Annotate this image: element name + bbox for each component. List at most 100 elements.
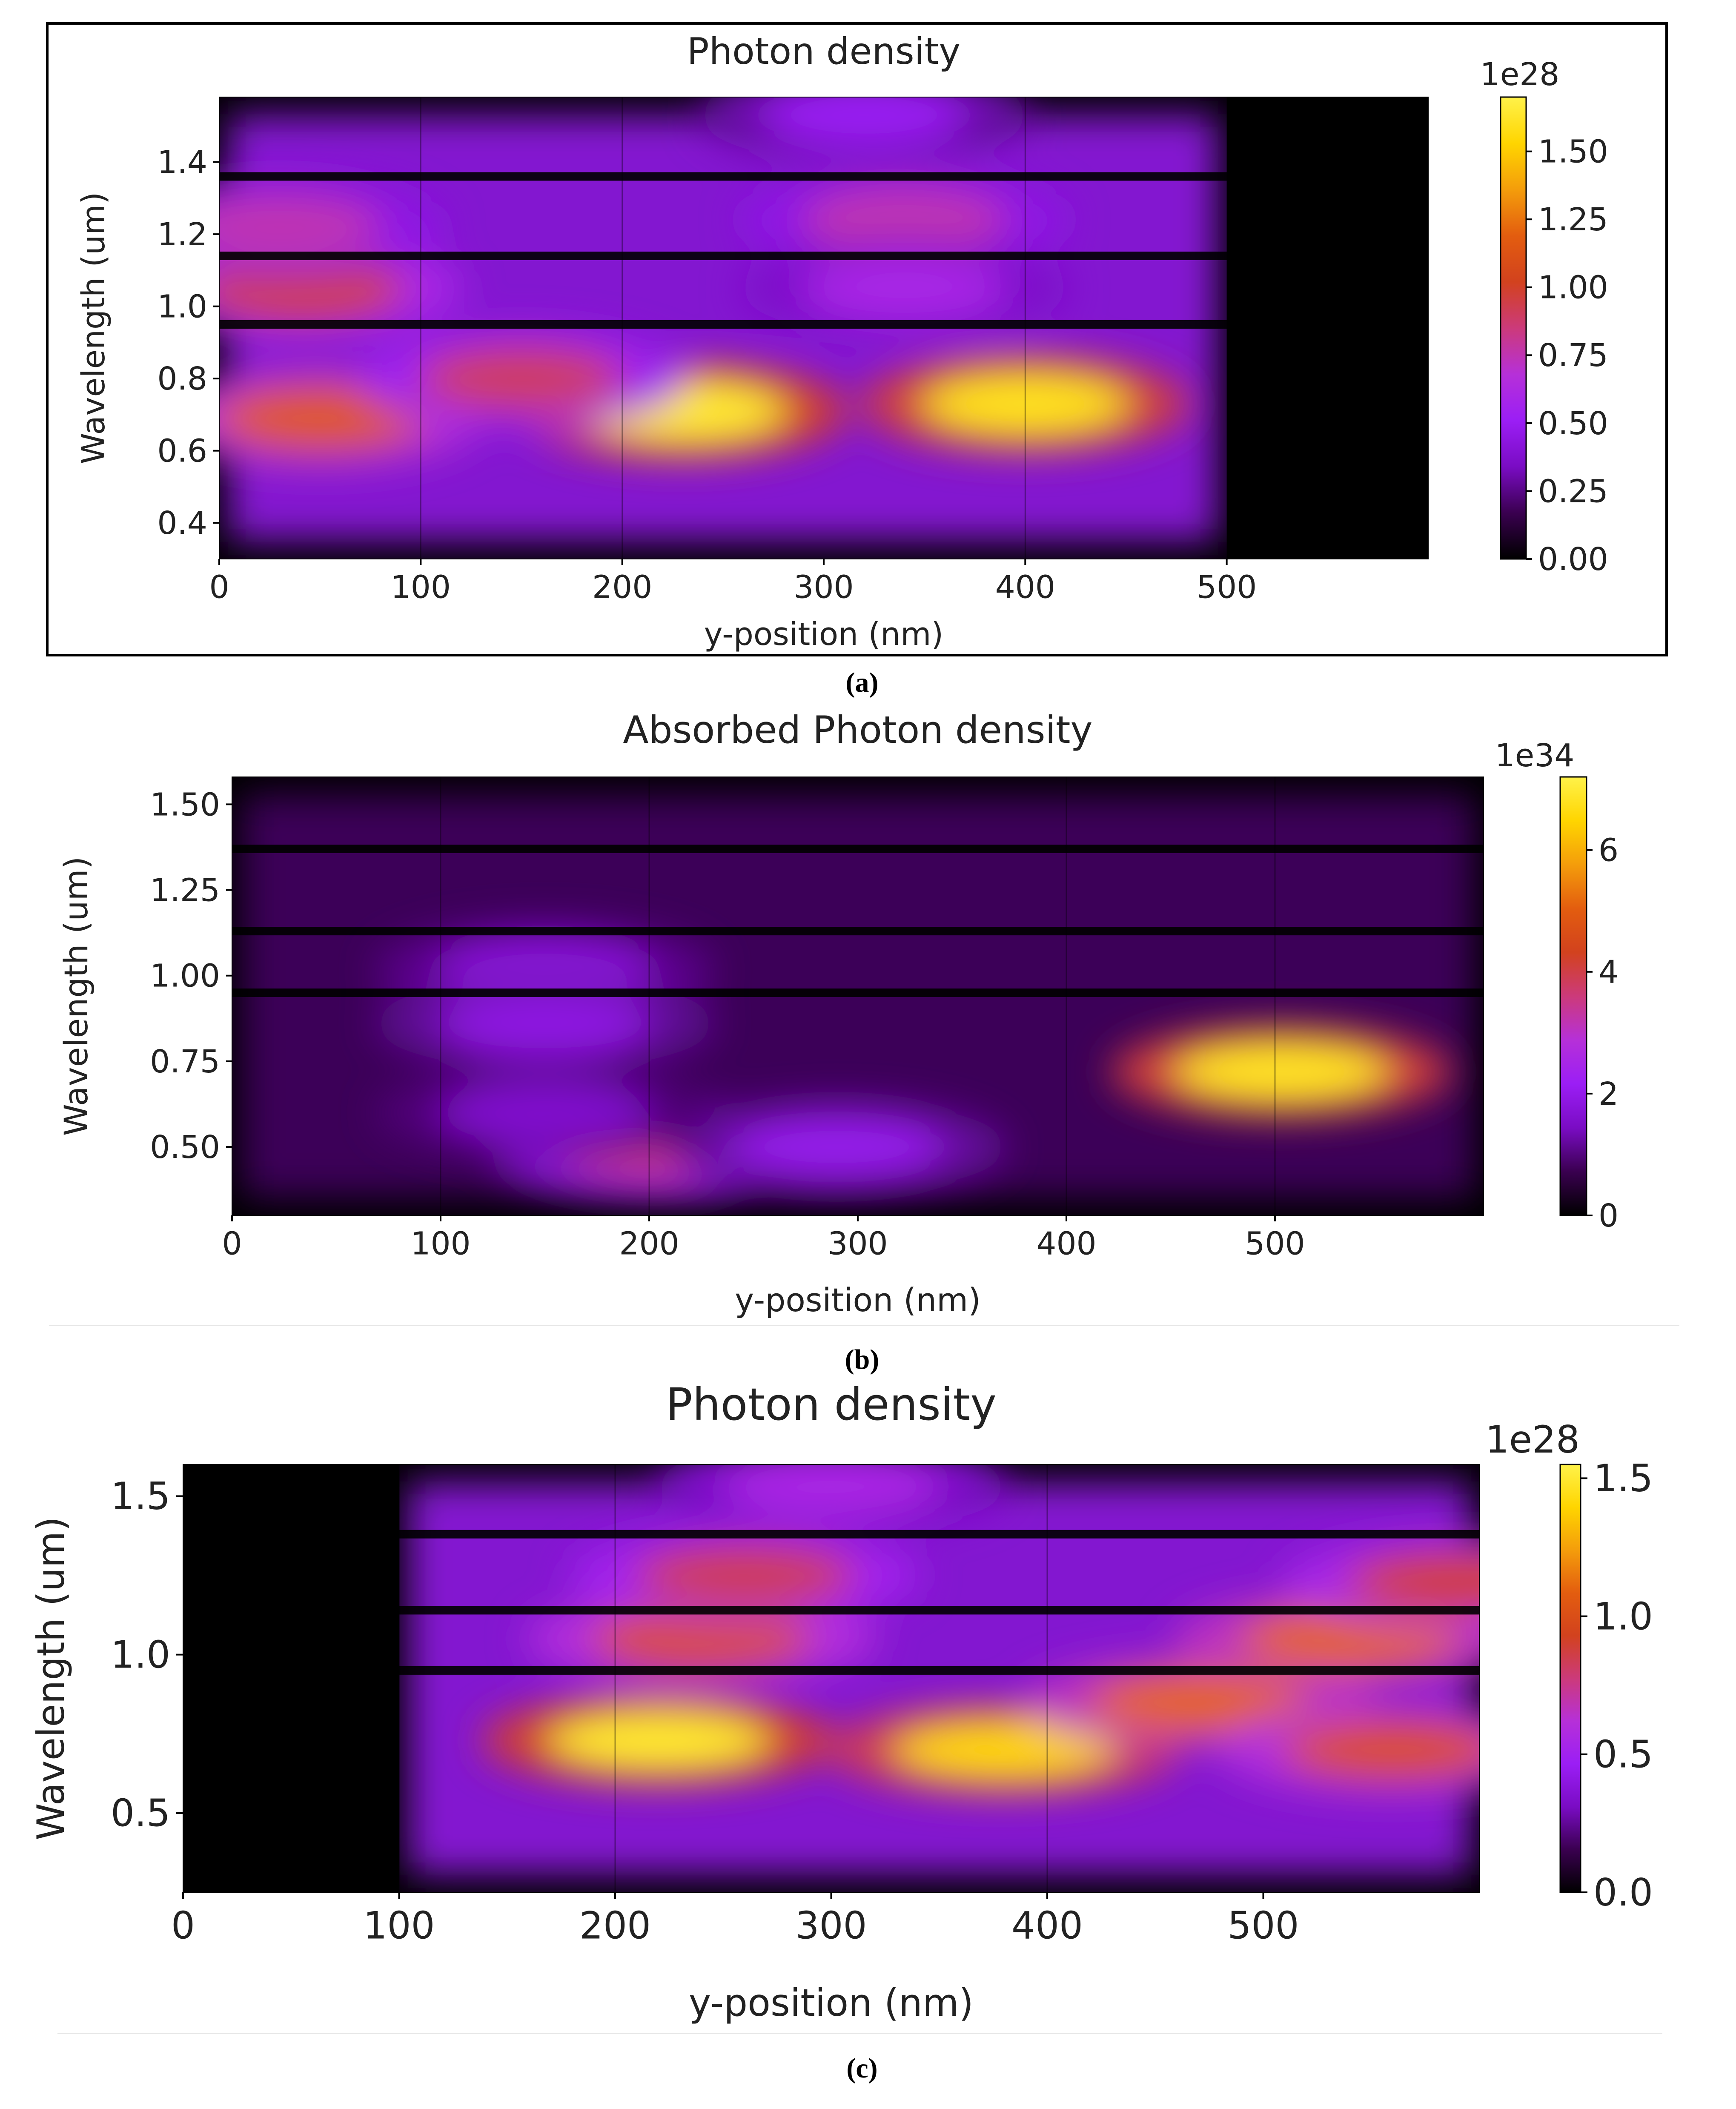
heatmap-hotspots <box>219 97 1190 467</box>
x-tick-label: 200 <box>592 569 652 606</box>
panel-caption: (b) <box>845 1344 879 1375</box>
dark-band-2 <box>183 1530 1479 1539</box>
chart-title: Absorbed Photon density <box>623 708 1092 752</box>
colorbar-tick-label: 0 <box>1598 1198 1619 1234</box>
colorbar-tick-label: 0.00 <box>1538 541 1608 578</box>
colorbar-tick-label: 0.50 <box>1538 405 1608 442</box>
colorbar-scale-label: 1e34 <box>1495 737 1575 774</box>
hotspot-core-4 <box>418 346 625 411</box>
hotspot-core-7 <box>801 256 1007 321</box>
hotspot-core-3 <box>438 993 651 1054</box>
hotspot-core-1 <box>922 371 1128 436</box>
heatmap-area <box>232 777 1484 1215</box>
colorbar <box>1500 96 1527 560</box>
heatmap-hotspots <box>375 923 1452 1197</box>
colorbar-scale-label: 1e28 <box>1485 1418 1580 1461</box>
x-tick-label: 400 <box>1011 1903 1083 1947</box>
colorbar-tick-label: 1.5 <box>1593 1456 1653 1500</box>
x-tick-label: 500 <box>1197 569 1257 606</box>
x-tick-label: 0 <box>222 1226 242 1262</box>
separator-b <box>49 1325 1679 1326</box>
y-tick-label: 1.0 <box>157 289 207 325</box>
hotspot-core-5 <box>1283 1719 1479 1780</box>
dark-band-0 <box>183 1666 1479 1675</box>
hotspot-core-2 <box>219 386 423 451</box>
x-tick-label: 400 <box>995 569 1055 606</box>
y-tick-label: 0.4 <box>157 505 207 542</box>
x-axis-label: y-position (nm) <box>704 616 944 653</box>
zero-region <box>183 1464 399 1892</box>
x-tick-label: 200 <box>619 1226 679 1262</box>
y-axis-label: Wavelength (um) <box>29 1516 73 1840</box>
hotspot-core-6 <box>634 1545 855 1605</box>
y-tick-label: 0.6 <box>157 433 207 470</box>
y-tick-label: 1.50 <box>150 786 220 823</box>
x-tick-label: 100 <box>410 1226 470 1262</box>
plot-border <box>232 777 1484 1216</box>
x-tick-label: 500 <box>1245 1226 1305 1262</box>
hotspot-core-0 <box>1175 1040 1388 1103</box>
x-tick-label: 300 <box>828 1226 888 1262</box>
colorbar-tick-label: 0.0 <box>1593 1871 1653 1914</box>
x-tick-label: 300 <box>796 1903 867 1947</box>
colorbar-tick-label: 0.5 <box>1593 1733 1653 1777</box>
colorbar-tick-label: 1.50 <box>1538 134 1608 170</box>
panel-caption: (c) <box>846 2053 877 2084</box>
y-tick-label: 0.50 <box>150 1129 220 1166</box>
x-axis-label: y-position (nm) <box>689 1981 974 2025</box>
x-tick-label: 300 <box>794 569 854 606</box>
dark-band-2 <box>219 172 1428 181</box>
hotspot-core-5 <box>438 1082 651 1143</box>
plot-border <box>219 97 1429 559</box>
colorbar-tick-label: 6 <box>1598 832 1619 869</box>
y-tick-label: 0.8 <box>157 361 207 397</box>
y-tick-label: 1.25 <box>150 872 220 908</box>
colorbar-tick-label: 4 <box>1598 954 1619 991</box>
colorbar <box>1559 1464 1581 1893</box>
hotspot-core-8 <box>761 97 967 148</box>
x-tick-label: 100 <box>391 569 451 606</box>
hotspot-core-5 <box>219 195 383 260</box>
colorbar-tick-label: 0.25 <box>1538 473 1608 510</box>
panel-caption: (a) <box>846 667 879 698</box>
chart-title: Photon density <box>687 30 960 73</box>
y-tick-label: 1.4 <box>157 144 207 181</box>
colorbar-tick-label: 0.75 <box>1538 337 1608 374</box>
colorbar <box>1559 776 1587 1216</box>
hotspot-core-0 <box>548 1710 769 1771</box>
hotspot-core-4 <box>730 1116 943 1178</box>
chart-title: Photon density <box>666 1378 997 1430</box>
dark-band-1 <box>219 251 1428 260</box>
plot-border <box>183 1464 1480 1893</box>
hotspot-core-2 <box>1088 1672 1309 1732</box>
colorbar-tick-label: 1.25 <box>1538 201 1608 238</box>
zero-region <box>1226 97 1428 559</box>
x-axis-label: y-position (nm) <box>735 1281 981 1319</box>
separator-c <box>57 2033 1662 2034</box>
x-tick-label: 400 <box>1036 1226 1096 1262</box>
x-tick-label: 200 <box>579 1903 651 1947</box>
dark-band-1 <box>232 927 1484 936</box>
y-tick-label: 1.2 <box>157 216 207 253</box>
heatmap-area <box>219 97 1428 559</box>
hotspot-core-8 <box>721 1464 942 1517</box>
y-tick-label: 1.0 <box>111 1633 170 1676</box>
dark-band-0 <box>219 320 1428 329</box>
colorbar-scale-label: 1e28 <box>1480 56 1560 93</box>
panel-a-frame <box>46 22 1668 656</box>
y-tick-label: 0.75 <box>150 1043 220 1080</box>
panel-b: Absorbed Photon density 0 100 200 300 400 500 0… <box>57 708 1619 1375</box>
hotspot-core-6 <box>801 187 1007 252</box>
colorbar-tick-label: 1.00 <box>1538 269 1608 306</box>
y-tick-label: 1.00 <box>150 958 220 994</box>
x-tick-label: 0 <box>171 1903 195 1947</box>
hotspot-core-3 <box>591 1609 812 1669</box>
x-tick-label: 500 <box>1228 1903 1299 1947</box>
colorbar-tick-label: 2 <box>1598 1076 1619 1112</box>
y-tick-label: 1.5 <box>111 1474 170 1518</box>
dark-band-0 <box>232 988 1484 997</box>
hotspot-core-7 <box>1347 1552 1479 1612</box>
heatmap-hotspots <box>482 1464 1479 1795</box>
